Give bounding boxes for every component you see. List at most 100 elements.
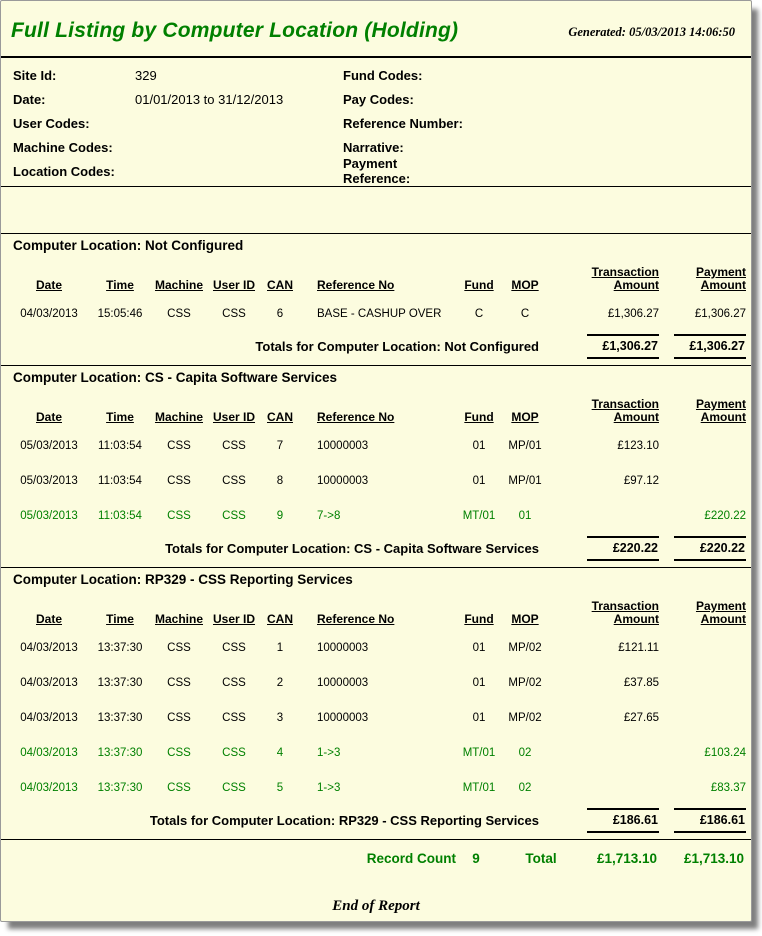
cell-user-id: CSS xyxy=(222,641,246,654)
cell-fund: 01 xyxy=(472,474,486,487)
cell-payment-amount: £220.22 xyxy=(704,509,746,522)
column-header-payment-amount: Payment Amount xyxy=(695,265,746,292)
filter-label: Payment Reference: xyxy=(343,156,411,186)
cell-payment-amount xyxy=(661,428,748,463)
filter-row: Reference Number: xyxy=(343,111,751,135)
cell-reference-no: 10000003 xyxy=(317,641,369,654)
cell-mop: MP/01 xyxy=(508,474,542,487)
grand-total-transaction-amount: £1,713.10 xyxy=(596,851,657,866)
column-header-date: Date xyxy=(35,410,62,424)
column-header-machine: Machine xyxy=(154,410,203,424)
section-totals-label: Totals for Computer Location: CS - Capit… xyxy=(165,540,539,556)
cell-payment-amount: £83.37 xyxy=(710,781,746,794)
transaction-row: 04/03/2013 13:37:30 CSS CSS 5 1->3 MT/01… xyxy=(9,770,748,805)
cell-reference-no: 7->8 xyxy=(317,509,341,522)
cell-date: 04/03/2013 xyxy=(20,781,78,794)
cell-time: 13:37:30 xyxy=(97,676,143,689)
filter-label: Reference Number: xyxy=(343,115,463,131)
cell-time: 11:03:54 xyxy=(98,509,142,522)
section-total-payment-amount: £186.61 xyxy=(674,807,746,833)
column-header-machine: Machine xyxy=(154,278,203,292)
cell-mop: 02 xyxy=(518,781,532,794)
column-header-mop: MOP xyxy=(511,410,539,424)
cell-mop: MP/01 xyxy=(508,439,542,452)
cell-payment-amount xyxy=(661,700,748,735)
filter-value: 329 xyxy=(135,67,157,83)
filter-label: User Codes: xyxy=(13,115,90,131)
cell-payment-amount xyxy=(661,463,748,498)
filter-label: Machine Codes: xyxy=(13,139,113,155)
filter-label: Location Codes: xyxy=(13,163,115,179)
cell-can: 4 xyxy=(276,746,284,759)
column-header-payment-amount: Payment Amount xyxy=(695,397,746,424)
cell-can: 8 xyxy=(276,474,284,487)
column-header-user-id: User ID xyxy=(212,612,256,626)
transaction-row: 04/03/2013 15:05:46 CSS CSS 6 BASE - CAS… xyxy=(9,296,748,331)
column-header-transaction-amount: Transaction Amount xyxy=(591,397,659,424)
filter-row: Pay Codes: xyxy=(343,87,751,111)
filter-row: Site Id: 329 xyxy=(13,63,343,87)
section-total-transaction-amount: £1,306.27 xyxy=(587,333,659,359)
cell-payment-amount xyxy=(661,630,748,665)
column-header-fund: Fund xyxy=(464,410,494,424)
spacer xyxy=(1,187,751,233)
column-header-can: CAN xyxy=(267,410,293,424)
cell-reference-no: 10000003 xyxy=(317,439,369,452)
filter-row: Location Codes: xyxy=(13,159,343,183)
cell-reference-no: 10000003 xyxy=(317,711,369,724)
transaction-rows: 04/03/2013 15:05:46 CSS CSS 6 BASE - CAS… xyxy=(9,296,748,331)
column-header-time: Time xyxy=(106,278,134,292)
cell-time: 11:03:54 xyxy=(98,439,142,452)
section-totals-row: Totals for Computer Location: Not Config… xyxy=(9,331,748,361)
column-header-row: Date Time Machine User ID CAN Reference … xyxy=(9,590,748,630)
transactions-table: Date Time Machine User ID CAN Reference … xyxy=(9,388,748,563)
location-section: Computer Location: CS - Capita Software … xyxy=(1,365,751,567)
cell-fund: MT/01 xyxy=(462,509,496,522)
cell-date: 04/03/2013 xyxy=(20,746,78,759)
column-header-row: Date Time Machine User ID CAN Reference … xyxy=(9,256,748,296)
section-total-payment-amount: £220.22 xyxy=(674,535,746,561)
transaction-row: 04/03/2013 13:37:30 CSS CSS 4 1->3 MT/01… xyxy=(9,735,748,770)
cell-reference-no: 10000003 xyxy=(317,474,369,487)
cell-can: 2 xyxy=(276,676,284,689)
cell-mop: MP/02 xyxy=(508,641,542,654)
transaction-row: 05/03/2013 11:03:54 CSS CSS 8 10000003 0… xyxy=(9,463,748,498)
column-header-payment-amount: Payment Amount xyxy=(695,599,746,626)
cell-payment-amount: £103.24 xyxy=(704,746,746,759)
cell-fund: MT/01 xyxy=(462,746,496,759)
cell-user-id: CSS xyxy=(222,509,246,522)
record-count-label: Record Count xyxy=(366,851,456,866)
cell-fund: 01 xyxy=(472,676,486,689)
column-header-mop: MOP xyxy=(511,612,539,626)
cell-transaction-amount: £37.85 xyxy=(623,676,659,689)
column-header-mop: MOP xyxy=(511,278,539,292)
cell-transaction-amount xyxy=(549,735,661,770)
filter-value: 01/01/2013 to 31/12/2013 xyxy=(135,91,284,107)
column-header-row: Date Time Machine User ID CAN Reference … xyxy=(9,388,748,428)
column-header-user-id: User ID xyxy=(212,410,256,424)
cell-machine: CSS xyxy=(167,676,191,689)
section-total-transaction-amount: £220.22 xyxy=(587,535,659,561)
section-total-payment-amount: £1,306.27 xyxy=(674,333,746,359)
cell-user-id: CSS xyxy=(222,781,246,794)
transaction-row: 04/03/2013 13:37:30 CSS CSS 2 10000003 0… xyxy=(9,665,748,700)
location-sections: Computer Location: Not Configured Date T… xyxy=(1,233,751,839)
cell-mop: MP/02 xyxy=(508,676,542,689)
cell-date: 05/03/2013 xyxy=(20,439,78,452)
cell-transaction-amount: £97.12 xyxy=(623,474,659,487)
transaction-row: 04/03/2013 13:37:30 CSS CSS 3 10000003 0… xyxy=(9,700,748,735)
cell-reference-no: 1->3 xyxy=(317,781,341,794)
filter-column-right: Fund Codes: Pay Codes: Reference Number:… xyxy=(343,63,751,187)
transaction-rows: 05/03/2013 11:03:54 CSS CSS 7 10000003 0… xyxy=(9,428,748,533)
cell-machine: CSS xyxy=(167,439,191,452)
cell-reference-no: BASE - CASHUP OVER xyxy=(317,307,442,320)
cell-date: 04/03/2013 xyxy=(20,641,78,654)
column-header-date: Date xyxy=(35,278,62,292)
cell-time: 13:37:30 xyxy=(97,781,143,794)
location-section: Computer Location: Not Configured Date T… xyxy=(1,233,751,365)
cell-date: 04/03/2013 xyxy=(20,676,78,689)
cell-mop: MP/02 xyxy=(508,711,542,724)
section-totals-label: Totals for Computer Location: RP329 - CS… xyxy=(149,812,539,828)
column-header-fund: Fund xyxy=(464,612,494,626)
cell-transaction-amount: £27.65 xyxy=(623,711,659,724)
